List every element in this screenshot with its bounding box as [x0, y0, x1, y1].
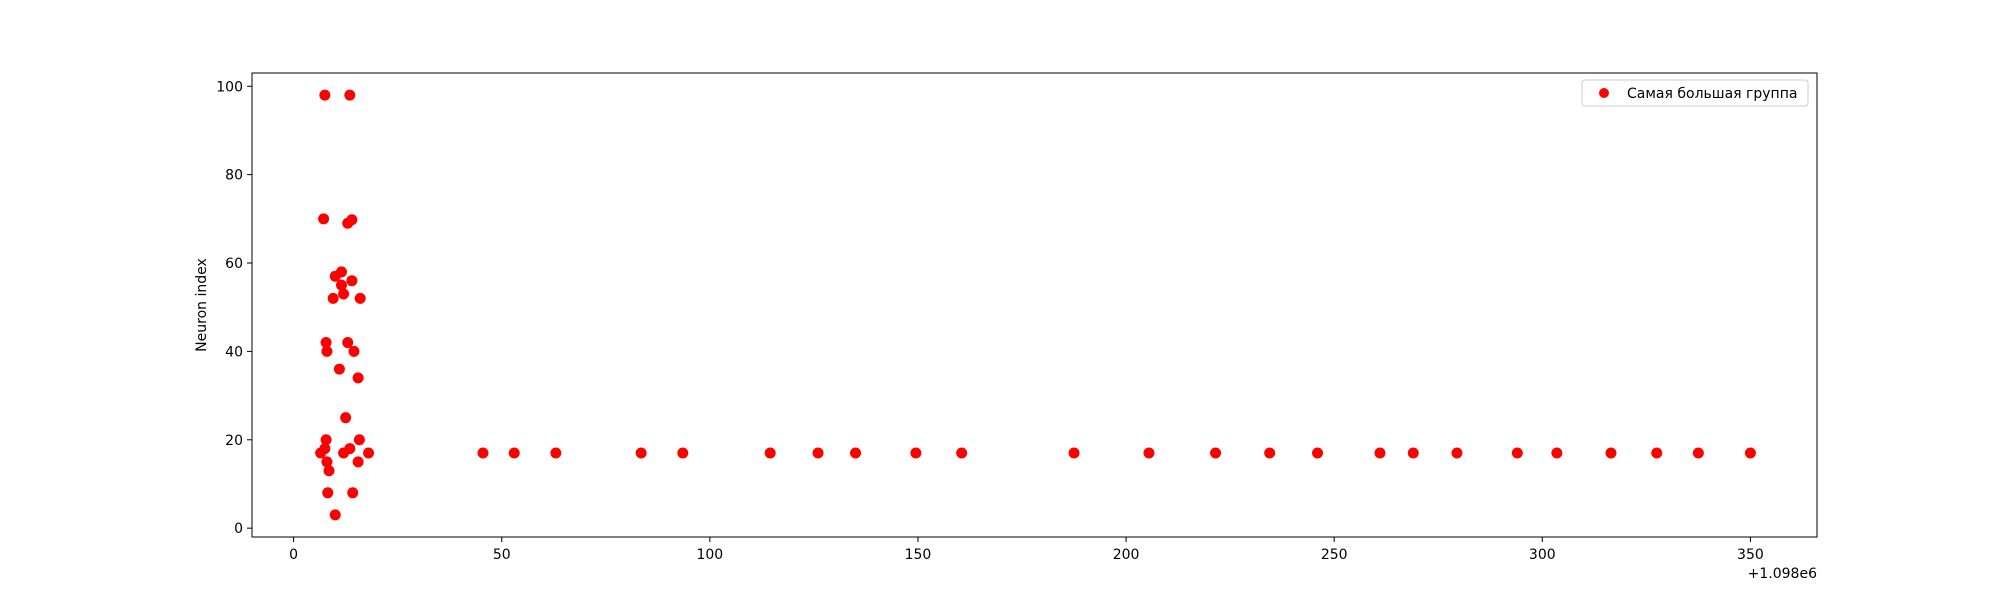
data-point — [1374, 447, 1386, 459]
data-point — [327, 292, 339, 304]
data-point — [956, 447, 968, 459]
x-tick-label: 150 — [905, 547, 932, 563]
data-point — [338, 288, 350, 300]
data-point — [338, 447, 350, 459]
data-point — [1651, 447, 1663, 459]
data-points — [315, 89, 1756, 521]
x-axis-ticks: 0 50 100 150 200 250 300 350 — [289, 537, 1764, 563]
x-tick-label: 100 — [696, 547, 723, 563]
data-point — [318, 213, 330, 225]
data-point — [850, 447, 862, 459]
legend-box — [1581, 79, 1809, 107]
data-point — [1605, 447, 1617, 459]
legend-marker — [1599, 88, 1609, 98]
data-point — [352, 372, 364, 384]
data-point — [315, 447, 327, 459]
data-point — [321, 345, 333, 357]
data-point — [352, 456, 364, 468]
data-point — [340, 412, 352, 424]
data-point — [320, 337, 332, 349]
y-tick-label: 60 — [225, 256, 243, 272]
data-point — [1551, 447, 1563, 459]
data-point — [1692, 447, 1704, 459]
x-tick-label: 0 — [289, 547, 298, 563]
data-point — [477, 447, 489, 459]
data-point — [322, 487, 334, 499]
data-point — [333, 363, 345, 375]
data-point — [1264, 447, 1276, 459]
data-point — [363, 447, 375, 459]
data-point — [1451, 447, 1463, 459]
y-axis-label: Neuron index — [194, 258, 210, 352]
data-point — [1210, 447, 1222, 459]
x-tick-label: 300 — [1529, 547, 1556, 563]
y-tick-label: 100 — [216, 79, 243, 95]
legend-entry-label: Самая большая группа — [1627, 86, 1797, 102]
data-point — [550, 447, 562, 459]
y-tick-label: 40 — [225, 344, 243, 360]
data-point — [635, 447, 647, 459]
y-tick-label: 80 — [225, 168, 243, 184]
x-tick-label: 350 — [1737, 547, 1764, 563]
data-point — [1312, 447, 1324, 459]
data-point — [508, 447, 520, 459]
data-point — [321, 456, 333, 468]
y-tick-label: 0 — [234, 521, 243, 537]
data-point — [677, 447, 689, 459]
data-point — [344, 89, 356, 101]
data-point — [329, 270, 341, 282]
data-point — [354, 292, 366, 304]
data-point — [347, 487, 359, 499]
y-axis-ticks: 0 20 40 60 80 100 — [216, 79, 252, 537]
data-point — [320, 434, 332, 446]
x-axis-offset-label: +1.098e6 — [1748, 566, 1817, 582]
data-point — [1511, 447, 1523, 459]
data-point — [329, 509, 341, 521]
data-point — [1407, 447, 1419, 459]
data-point — [764, 447, 776, 459]
data-point — [353, 434, 365, 446]
data-point — [346, 214, 358, 226]
data-point — [1068, 447, 1080, 459]
data-point — [346, 275, 358, 287]
axes-frame — [251, 72, 1818, 538]
x-tick-label: 50 — [493, 547, 511, 563]
data-point — [323, 465, 335, 477]
data-point — [319, 89, 331, 101]
data-point — [812, 447, 824, 459]
x-tick-label: 250 — [1321, 547, 1348, 563]
data-point — [1143, 447, 1155, 459]
legend: Самая большая группа — [1581, 79, 1809, 107]
data-point — [342, 337, 354, 349]
data-point — [910, 447, 922, 459]
data-point — [335, 279, 347, 291]
x-tick-label: 200 — [1113, 547, 1140, 563]
data-point — [348, 345, 360, 357]
y-tick-label: 20 — [225, 433, 243, 449]
data-point — [1744, 447, 1756, 459]
